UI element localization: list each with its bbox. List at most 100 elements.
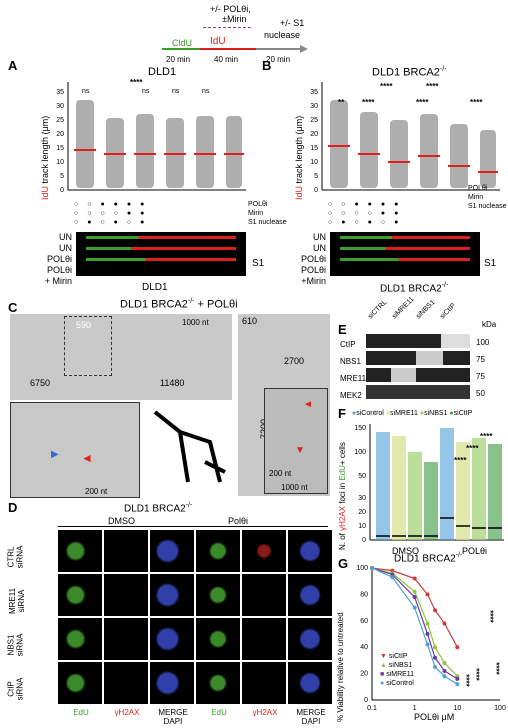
panel-a-dots: ○○●●●● ○○○○●● ○●○●○● — [74, 201, 154, 226]
panel-g-point — [455, 676, 460, 681]
panel-a-plot: 0 5 10 15 20 25 30 35 — [56, 82, 246, 194]
panel-g-sig-4: **** — [461, 674, 471, 687]
schema-nuclease: nuclease — [264, 30, 301, 40]
svg-text:30: 30 — [56, 103, 64, 110]
panel-a-footer: DLD1 — [142, 282, 168, 293]
svg-text:0: 0 — [314, 187, 318, 194]
panel-b-sig-1: ** — [338, 98, 345, 107]
svg-text:10: 10 — [358, 523, 366, 530]
panel-b-s1: S1 — [484, 258, 497, 269]
panel-d-rule — [58, 526, 328, 527]
panel-g-point — [425, 632, 430, 636]
panel-d-grid — [58, 530, 332, 706]
panel-f-legend: ●siControl ●siMRE11 ●siNBS1 ●siCtIP — [352, 410, 473, 417]
svg-text:20: 20 — [358, 509, 366, 516]
panel-g-point — [455, 645, 460, 650]
svg-text:0: 0 — [60, 187, 64, 194]
panel-b-title: DLD1 BRCA2-/- — [372, 66, 447, 79]
panel-a-title: DLD1 — [148, 66, 177, 78]
svg-text:0: 0 — [362, 537, 366, 544]
panel-e-markers: 100 75 75 50 — [476, 338, 490, 398]
panel-b-ylabel: IdU track length (μm) — [294, 115, 304, 200]
panel-c-em-zoom: ◄ ▶ 200 nt — [10, 402, 140, 498]
svg-text:30: 30 — [310, 103, 318, 110]
svg-text:20: 20 — [310, 131, 318, 138]
panel-f-group-dmso: DMSO — [392, 546, 419, 556]
panel-g-point — [442, 674, 447, 679]
panel-g-point — [412, 595, 417, 600]
panel-b-row-labels: POLθi Mirin S1 nuclease — [468, 185, 507, 210]
panel-e-blot — [366, 334, 470, 404]
panel-d-col-labels: EdU γH2AX MERGE DAPI EdU γH2AX MERGE DAP… — [73, 708, 326, 726]
svg-text:50: 50 — [358, 473, 366, 480]
svg-text:100: 100 — [354, 449, 366, 456]
panel-f-group-pol: POLθi — [462, 546, 488, 556]
panel-g-point — [433, 608, 438, 613]
panel-g-xlabel: POLθi μM — [414, 712, 455, 722]
panel-g-point — [442, 661, 447, 666]
panel-g-ylabel: % Viability relative to untreated — [336, 612, 345, 722]
panel-g-point — [412, 605, 417, 610]
panel-b-dots: ○○●●●● ○○○○●● ○●○●○● — [328, 201, 408, 226]
panel-e-lanes: siCTRL siMRE11siNBS1 siCtIP — [367, 295, 458, 321]
panel-e-label: E — [338, 322, 347, 337]
panel-b-fibers — [330, 232, 480, 276]
panel-g-ytick: 60 — [360, 618, 368, 625]
panel-g-sig-3: **** — [471, 668, 481, 681]
panel-f-ylabel: N. of γH2AX foci in EdU+ cells — [338, 442, 347, 550]
panel-e-kda: kDa — [482, 320, 497, 329]
panel-b-sig-4: **** — [426, 82, 439, 91]
panel-g-ytick: 80 — [360, 591, 368, 598]
panel-f-label: F — [338, 406, 346, 421]
svg-text:35: 35 — [56, 89, 64, 96]
svg-text:15: 15 — [56, 145, 64, 152]
panel-g-ytick: 20 — [360, 671, 368, 678]
panel-g-point — [412, 576, 417, 581]
schema-s1-label: +/- S1 — [280, 18, 305, 28]
panel-b-plot: 0 5 10 15 20 25 30 35 — [310, 82, 500, 194]
panel-g-title: DLD1 BRCA2-/- — [394, 552, 463, 565]
svg-text:5: 5 — [60, 173, 64, 180]
svg-text:5: 5 — [314, 173, 318, 180]
panel-a-sig-4: ns — [172, 88, 180, 95]
panel-b-footer: DLD1 BRCA2-/- — [380, 282, 449, 295]
panel-d-pol: Polθi — [228, 516, 249, 526]
panel-a-row-labels: POLθi Mirin S1 nuclease — [248, 201, 287, 226]
panel-g-point — [442, 668, 447, 673]
panel-b-sig-6: **** — [470, 98, 483, 107]
panel-g-point — [390, 575, 395, 580]
svg-text:10: 10 — [310, 159, 318, 166]
panel-f-sig-3: **** — [454, 456, 467, 465]
panel-c-label: C — [8, 300, 18, 315]
panel-a-sig-1: ns — [82, 88, 90, 95]
panel-c-em-2: 610 2700 7200 ◄ ▼ 200 nt 1000 nt — [238, 314, 330, 496]
schema-t1: 20 min — [166, 55, 191, 64]
panel-b-fiber-labels: UN UN POLθi POLθi +Mirin — [300, 232, 326, 286]
panel-g-legend: ▼ siCtIP ▲ siNBS1 ■ siMRE11 ● siControl — [380, 653, 415, 687]
schema-t2: 40 min — [214, 55, 239, 64]
panel-g-chart: 0 20 40 60 80 100 0.1 1 10 100 — [356, 565, 506, 712]
panel-g-point — [433, 655, 438, 660]
panel-g-xtick: 0.1 — [367, 705, 377, 712]
svg-text:150: 150 — [354, 425, 366, 432]
svg-text:20: 20 — [56, 131, 64, 138]
panel-g-point — [425, 592, 430, 597]
panel-g-sig-2: **** — [491, 662, 501, 675]
panel-g-xtick: 10 — [453, 705, 461, 712]
svg-text:25: 25 — [310, 117, 318, 124]
panel-g-ytick: 0 — [364, 697, 368, 704]
panel-b-label: B — [262, 58, 272, 73]
schema-t3: 20 min — [266, 55, 291, 64]
panel-a-ylabel: IdU track length (μm) — [40, 115, 50, 200]
panel-g-sig-1: **** — [485, 610, 495, 623]
panel-g-point — [455, 682, 460, 687]
panel-e-bands: CtIP NBS1 MRE11 MEK2 — [340, 340, 367, 400]
panel-d-row-labels: CTRL siRNA MRE11 siRNA NBS1 siRNA CtIP s… — [6, 545, 27, 701]
panel-g-point — [442, 621, 447, 626]
schema-inhibitor-bar — [203, 27, 251, 28]
schema-top-label: +/- POLθi, — [210, 4, 251, 14]
panel-g-point — [412, 589, 417, 594]
panel-g-point — [433, 665, 438, 669]
panel-g-point — [425, 621, 430, 626]
panel-g-point — [433, 645, 438, 650]
